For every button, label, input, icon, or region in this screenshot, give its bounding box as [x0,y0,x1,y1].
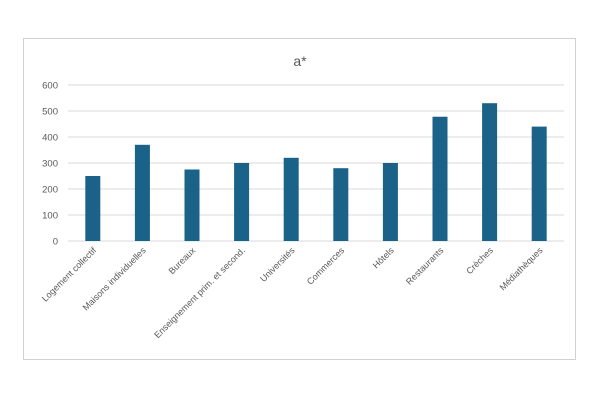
y-tick-label: 500 [42,107,58,118]
y-tick-label: 600 [42,81,58,92]
bar [382,163,398,241]
x-category-label: Logement collectif [40,245,99,304]
x-category-label: Crèches [464,245,495,276]
bar [531,126,547,241]
bar [85,176,101,241]
y-tick-label: 0 [53,237,58,248]
x-category-label: Hôtels [371,245,396,270]
bar [333,168,349,241]
x-category-label: Universités [258,245,297,284]
bar [432,116,448,241]
chart-title: a* [293,53,307,69]
y-tick-label: 400 [42,133,58,144]
bar [482,103,498,241]
bar [134,144,150,241]
x-category-label: Commerces [305,245,347,287]
bar [184,169,200,241]
bars [85,103,547,241]
y-tick-label: 300 [42,159,58,170]
chart-area: a* 0 100 200 300 400 500 600 Logement collecti… [23,38,576,360]
bar [283,157,299,241]
x-category-label: Médiathèques [498,245,545,292]
x-category-label: Enseignement prim. et second. [152,245,247,340]
y-axis-ticks: 0 100 200 300 400 500 600 [42,81,58,248]
bar [234,163,250,241]
y-tick-label: 100 [42,211,58,222]
bar-chart: a* 0 100 200 300 400 500 600 Logement collecti… [40,53,564,340]
gridlines [68,84,564,242]
x-category-label: Bureaux [167,245,198,276]
y-tick-label: 200 [42,185,58,196]
x-category-label: Restaurants [404,245,446,287]
